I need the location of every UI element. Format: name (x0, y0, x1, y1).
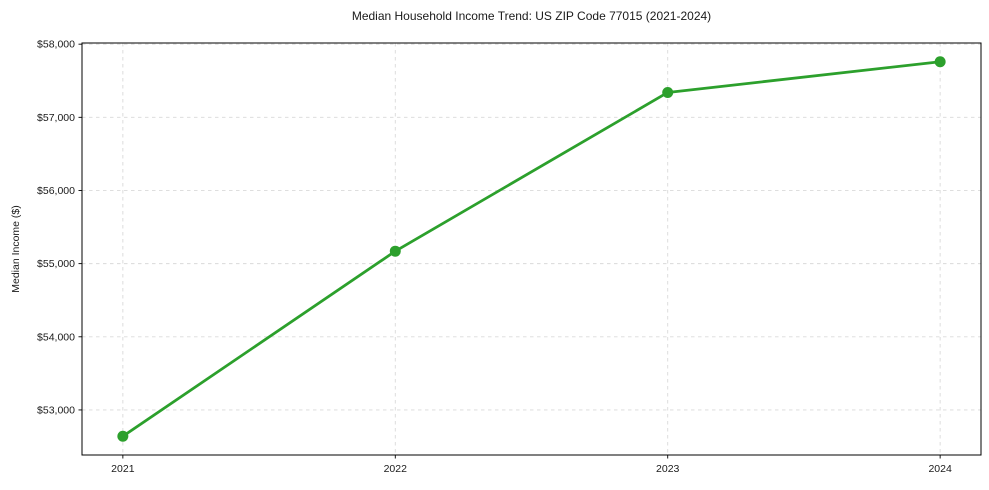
x-tick-label: 2024 (928, 463, 952, 475)
y-tick-label: $56,000 (37, 185, 75, 197)
y-tick-label: $54,000 (37, 331, 75, 343)
series-line (121, 60, 942, 438)
x-tick-label: 2022 (384, 463, 408, 475)
x-tick-label: 2021 (111, 463, 135, 475)
y-tick-label: $58,000 (37, 39, 75, 51)
data-point-marker (662, 86, 674, 98)
x-tick-label: 2023 (656, 463, 680, 475)
data-point-marker (389, 245, 401, 257)
y-tick-label: $55,000 (37, 258, 75, 270)
y-tick-label: $57,000 (37, 112, 75, 124)
data-point-marker (934, 56, 946, 68)
y-tick-label: $53,000 (37, 404, 75, 416)
data-point-marker (117, 430, 129, 442)
plot-border (81, 42, 982, 456)
chart-title: Median Household Income Trend: US ZIP Co… (351, 9, 712, 23)
